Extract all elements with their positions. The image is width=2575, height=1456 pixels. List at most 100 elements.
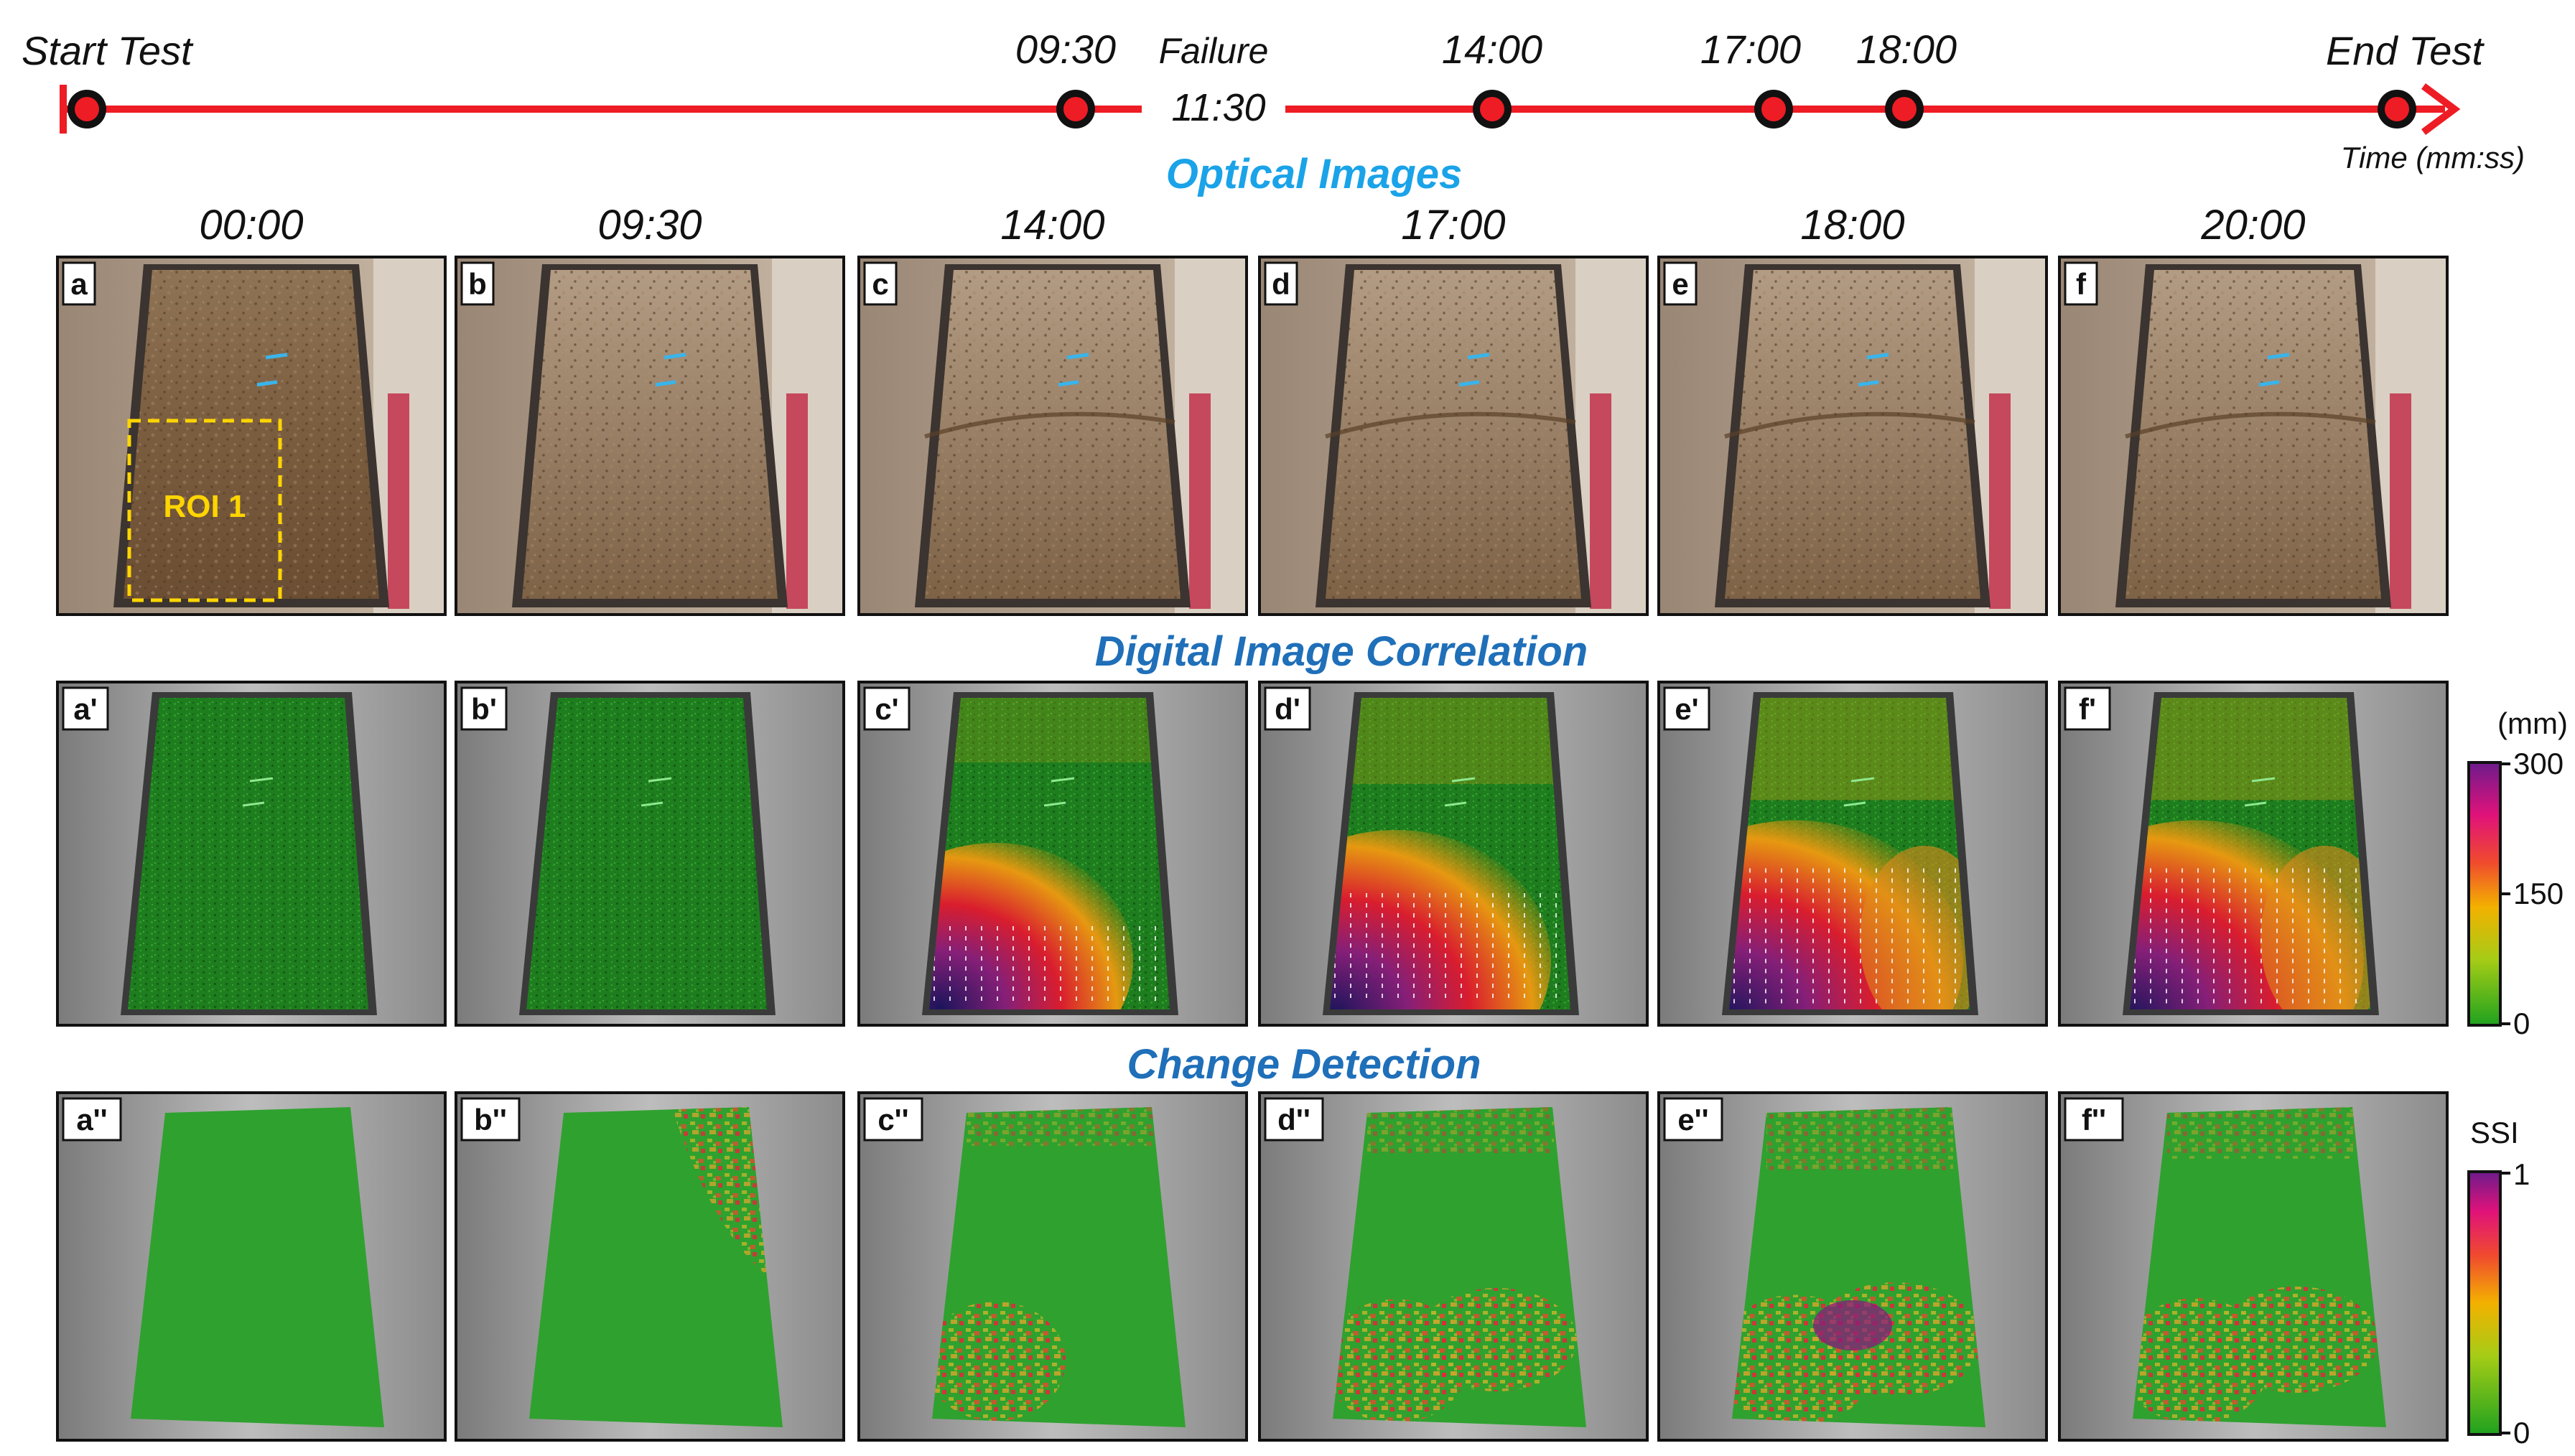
timeline-marker-start bbox=[67, 90, 106, 129]
panel-label-box bbox=[460, 686, 508, 731]
section-title-change: Change Detection bbox=[1127, 1041, 1481, 1088]
panel-label: d bbox=[1272, 267, 1290, 301]
panel-label: e bbox=[1672, 267, 1688, 301]
dic-panel: f' bbox=[2058, 681, 2449, 1027]
panel-label-box bbox=[863, 686, 911, 731]
dic-panel: d' bbox=[1258, 681, 1649, 1027]
panel-label-box bbox=[863, 261, 898, 306]
panel-border bbox=[1258, 1091, 1649, 1442]
panel-border bbox=[857, 1091, 1248, 1442]
panel-label-box bbox=[863, 1097, 923, 1142]
timeline-marker-1800: 18:00 bbox=[1856, 27, 1957, 129]
panel-border bbox=[1258, 681, 1649, 1027]
optical-panel: b bbox=[455, 256, 845, 616]
panel-label-box bbox=[1663, 686, 1710, 731]
column-time-header: 18:00 bbox=[1800, 202, 1904, 248]
panel-label: c bbox=[872, 267, 888, 301]
panel-label: c'' bbox=[877, 1103, 908, 1137]
change-panel: e'' bbox=[1657, 1091, 2048, 1442]
dic-panel: c' bbox=[857, 681, 1248, 1027]
colorbar-dic: (mm) 300 150 0 bbox=[2467, 706, 2568, 1040]
panel-label-box bbox=[62, 261, 96, 306]
roi-label: ROI 1 bbox=[164, 489, 246, 524]
panel-label: a bbox=[70, 267, 88, 301]
timeline-axis-label: Time (mm:ss) bbox=[2341, 141, 2525, 174]
timeline-start-label: Start Test bbox=[22, 28, 194, 73]
change-panel: f'' bbox=[2058, 1091, 2449, 1442]
panel-label: e'' bbox=[1677, 1103, 1708, 1137]
panel-label: d'' bbox=[1277, 1103, 1310, 1137]
panel-label-box bbox=[1264, 261, 1298, 306]
panel-border bbox=[857, 256, 1248, 616]
panel-border bbox=[1258, 256, 1649, 616]
optical-panel: f bbox=[2058, 256, 2449, 616]
panel-border bbox=[1657, 1091, 2048, 1442]
column-time-header: 00:00 bbox=[199, 202, 303, 248]
panel-label: f bbox=[2076, 267, 2087, 301]
panel-label: a'' bbox=[76, 1103, 107, 1137]
panel-label: b bbox=[468, 267, 487, 301]
colorbar-dic-tick-mid: 150 bbox=[2513, 877, 2564, 910]
timeline-marker-label: 14:00 bbox=[1442, 27, 1542, 72]
timeline-marker-label: 18:00 bbox=[1856, 27, 1957, 72]
panel-label: f' bbox=[2079, 692, 2096, 726]
timeline: Start Test End Test Failure 11:30 Time (… bbox=[22, 27, 2525, 174]
optical-panel: a ROI 1 bbox=[56, 256, 447, 616]
timeline-marker-0930: 09:30 bbox=[1015, 27, 1116, 129]
timeline-marker-label: 17:00 bbox=[1700, 27, 1801, 72]
panel-label: a' bbox=[73, 692, 97, 726]
panel-label-box bbox=[62, 686, 109, 731]
column-time-header: 17:00 bbox=[1401, 202, 1505, 248]
timeline-marker-1400: 14:00 bbox=[1442, 27, 1542, 129]
colorbar-dic-tick-min: 0 bbox=[2513, 1007, 2530, 1040]
change-panel: d'' bbox=[1258, 1091, 1649, 1442]
optical-panel: d bbox=[1258, 256, 1649, 616]
panel-label-box bbox=[1663, 1097, 1723, 1142]
column-time-header: 20:00 bbox=[2200, 202, 2305, 248]
dic-panel: b' bbox=[455, 681, 845, 1027]
panel-label-box bbox=[460, 261, 495, 306]
panel-label-box bbox=[1264, 1097, 1324, 1142]
timeline-failure-time: 11:30 bbox=[1171, 86, 1265, 129]
timeline-marker-end bbox=[2378, 90, 2416, 129]
panel-border bbox=[857, 681, 1248, 1027]
panel-label: f'' bbox=[2082, 1103, 2106, 1137]
panel-label-box bbox=[2064, 686, 2111, 731]
row-digital-image-correlation: a' b' c' d' e' f' bbox=[56, 681, 2449, 1027]
panel-border bbox=[56, 1091, 447, 1442]
panel-label: e' bbox=[1675, 692, 1698, 726]
panel-label: b' bbox=[471, 692, 497, 726]
timeline-end-label: End Test bbox=[2326, 28, 2485, 73]
panel-border bbox=[2058, 256, 2449, 616]
timeline-marker-1700: 17:00 bbox=[1700, 27, 1801, 129]
colorbar-ssi-gradient bbox=[2467, 1170, 2502, 1436]
column-time-header: 14:00 bbox=[1000, 202, 1104, 248]
dic-panel: e' bbox=[1657, 681, 2048, 1027]
panel-label-box bbox=[2064, 261, 2098, 306]
colorbar-ssi-unit: SSI bbox=[2470, 1116, 2519, 1149]
panel-label: b'' bbox=[474, 1103, 507, 1137]
timeline-gap bbox=[1142, 86, 1285, 132]
row-change-detection: a'' b'' c'' d'' e'' f'' bbox=[56, 1091, 2449, 1442]
panel-label: c' bbox=[875, 692, 898, 726]
dic-panel: a' bbox=[56, 681, 447, 1027]
panel-border bbox=[1657, 681, 2048, 1027]
panel-border bbox=[455, 681, 845, 1027]
change-panel: b'' bbox=[455, 1091, 845, 1442]
panel-label-box bbox=[62, 1097, 122, 1142]
timeline-arrowhead bbox=[2421, 83, 2461, 136]
roi-box bbox=[127, 419, 282, 602]
optical-panel: c bbox=[857, 256, 1248, 616]
timeline-marker-label: 09:30 bbox=[1015, 27, 1116, 72]
change-panel: c'' bbox=[857, 1091, 1248, 1442]
panel-label-box bbox=[1663, 261, 1698, 306]
colorbar-dic-unit: (mm) bbox=[2497, 706, 2568, 740]
panel-label-box bbox=[1264, 686, 1311, 731]
column-time-header: 09:30 bbox=[597, 202, 702, 248]
colorbar-ssi-tick-max: 1 bbox=[2513, 1157, 2530, 1191]
panel-border bbox=[2058, 681, 2449, 1027]
colorbar-dic-gradient bbox=[2467, 761, 2502, 1027]
section-title-dic: Digital Image Correlation bbox=[1095, 628, 1588, 675]
panel-border bbox=[1657, 256, 2048, 616]
